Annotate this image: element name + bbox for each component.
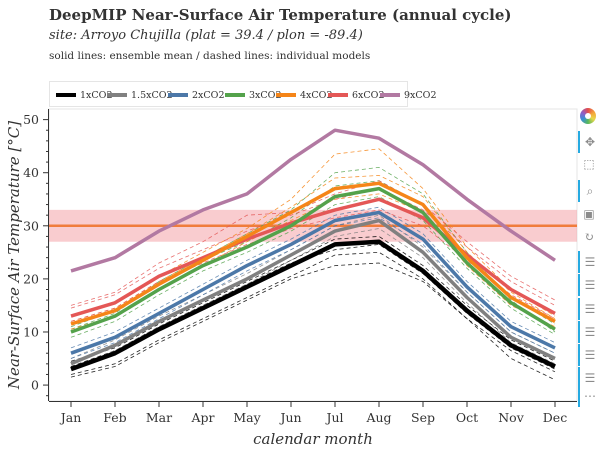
y-axis-label: Near-Surface Air Temperature [°C] [5,121,23,390]
model-line-16 [70,180,556,306]
x-tick-label: Sep [411,410,435,425]
legend-swatch [380,93,400,97]
x-tick-label: May [233,410,261,425]
x-tick-label: Jul [324,410,343,425]
legend-label: 2xCO2 [192,89,225,101]
hover-icon[interactable]: ☰ [578,344,600,366]
x-tick-label: Oct [456,410,478,425]
series-line-9xCO2 [70,128,556,273]
hover-icon[interactable]: ☰ [578,298,600,320]
legend-swatch [225,93,245,97]
x-axis-label: calendar month [253,430,373,448]
y-tick-label: 10 [23,324,39,339]
hover-icon[interactable]: ☰ [578,274,600,296]
model-line-14 [70,188,556,309]
model-line-13 [70,174,556,322]
hover-icon[interactable]: ☰ [578,251,600,273]
legend-item-2xCO2[interactable]: 2xCO2 [168,82,225,108]
legend-swatch [56,93,76,97]
box-zoom-icon[interactable]: ⬚ [583,157,595,171]
legend-label: 9xCO2 [404,89,437,101]
save-icon[interactable]: ▣ [583,207,595,221]
chart-note: solid lines: ensemble mean / dashed line… [49,50,371,62]
x-tick-label: Jan [59,410,82,425]
legend-label: 3xCO2 [249,89,282,101]
series-line-2xCO2 [70,210,556,355]
x-tick-label: Apr [190,410,214,425]
wheel-zoom-icon[interactable]: ⌕ [578,180,600,202]
y-tick-label: 0 [31,378,39,393]
x-tick-label: Feb [103,410,126,425]
legend-label: 6xCO2 [352,89,385,101]
legend-swatch [328,93,348,97]
model-line-2 [70,235,556,362]
hover-icon[interactable]: ☰ [578,321,600,343]
legend-item-4xCO2[interactable]: 4xCO2 [276,82,333,108]
pan-icon[interactable]: ✥ [578,131,600,153]
series-line-4xCO2 [70,181,556,326]
legend-label: 1xCO2 [80,89,113,101]
more-icon[interactable]: ⋯ [578,385,600,407]
series-line-3xCO2 [70,186,556,334]
legend-swatch [276,93,296,97]
series-line-1.5xCO2 [70,218,556,366]
y-tick-label: 50 [23,112,39,127]
hover-icon[interactable]: ☰ [578,367,600,389]
legend-label: 1.5xCO2 [131,89,173,101]
legend-item-6xCO2[interactable]: 6xCO2 [328,82,385,108]
x-tick-label: Dec [543,410,567,425]
legend-swatch [107,93,127,97]
model-line-1 [70,262,556,381]
legend-item-1xCO2[interactable]: 1xCO2 [56,82,113,108]
y-tick-label: 20 [23,271,39,286]
x-tick-label: Mar [146,410,172,425]
x-tick-label: Aug [365,410,391,425]
legend: 1xCO2 1.5xCO2 2xCO2 3xCO2 4xCO2 6xCO2 9xCO2 [49,81,437,108]
model-line-3 [70,243,556,370]
bokeh-logo-icon[interactable] [580,108,596,124]
legend-item-3xCO2[interactable]: 3xCO2 [225,82,282,108]
legend-item-9xCO2[interactable]: 9xCO2 [380,82,437,108]
x-tick-label: Nov [498,410,524,425]
chart-toolbar: ✥ ⬚ ⌕ ▣ ↻ ☰ ☰ ☰ ☰ ☰ ☰ ⋯ [578,105,600,407]
series-line-1xCO2 [70,239,556,372]
series-line-6xCO2 [70,197,556,318]
chart-subtitle: site: Arroyo Chujilla (plat = 39.4 / plo… [49,28,363,43]
y-tick-label: 40 [23,165,39,180]
x-tick-label: Jun [278,410,301,425]
legend-item-1.5xCO2[interactable]: 1.5xCO2 [107,82,173,108]
chart-title: DeepMIP Near-Surface Air Temperature (an… [49,6,512,24]
legend-swatch [168,93,188,97]
reset-icon[interactable]: ↻ [583,230,595,244]
model-line-9 [70,196,556,338]
model-line-11 [70,148,556,317]
legend-label: 4xCO2 [300,89,333,101]
y-tick-label: 30 [23,218,39,233]
model-line-0 [70,251,556,375]
